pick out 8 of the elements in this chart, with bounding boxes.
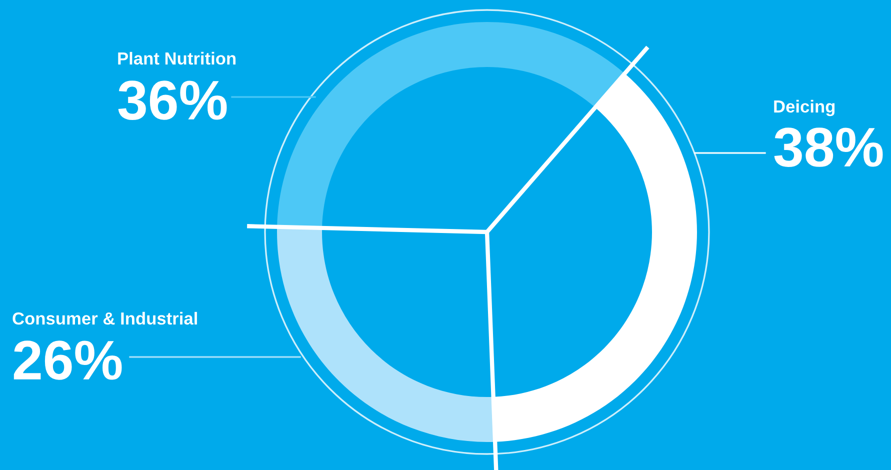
donut-slice	[277, 226, 496, 442]
slice-label: Plant Nutrition	[118, 52, 236, 65]
data-label: 36%	[118, 80, 227, 120]
data-label: 26%	[14, 340, 122, 380]
slice-label: Deicing	[774, 100, 835, 116]
donut-slice	[277, 22, 625, 228]
slice-label: Consumer & Industrial	[12, 312, 197, 325]
data-label: 38%	[774, 128, 883, 167]
